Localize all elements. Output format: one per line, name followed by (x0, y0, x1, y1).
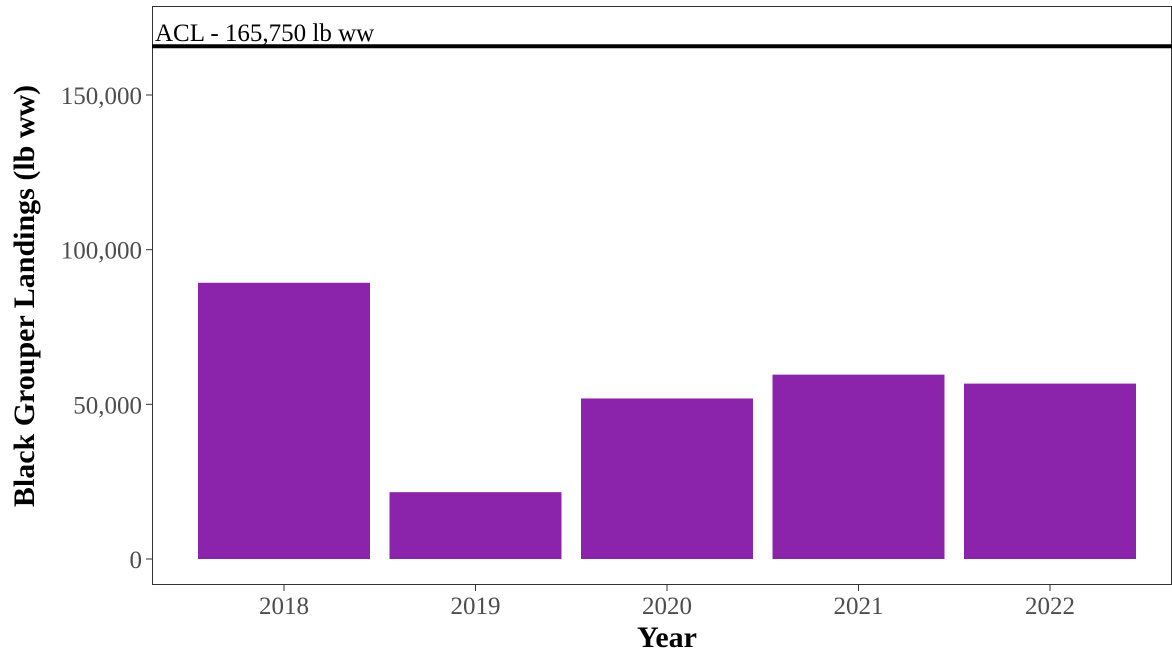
bar-2020 (581, 398, 753, 559)
x-tick-label: 2020 (642, 593, 692, 620)
x-tick-label: 2021 (834, 593, 884, 620)
y-tick-label: 100,000 (61, 238, 142, 265)
bar-2018 (198, 282, 370, 559)
bars-group (198, 282, 1136, 559)
acl-reference-label: ACL - 165,750 lb ww (155, 20, 374, 47)
y-axis-title: Black Grouper Landings (lb ww) (8, 85, 41, 507)
x-tick-label: 2019 (451, 593, 501, 620)
bar-2022 (964, 383, 1136, 559)
x-tick-label: 2022 (1025, 593, 1075, 620)
bar-2021 (772, 374, 945, 559)
x-axis-title: Year (637, 621, 697, 651)
bar-2019 (389, 492, 562, 559)
y-tick-label: 50,000 (73, 392, 142, 419)
y-axis: 0 50,000 100,000 150,000 (61, 83, 152, 574)
x-tick-label: 2018 (259, 593, 309, 620)
x-axis: 2018 2019 2020 2021 2022 (259, 585, 1075, 620)
y-tick-label: 150,000 (61, 83, 142, 110)
y-tick-label: 0 (130, 547, 143, 574)
